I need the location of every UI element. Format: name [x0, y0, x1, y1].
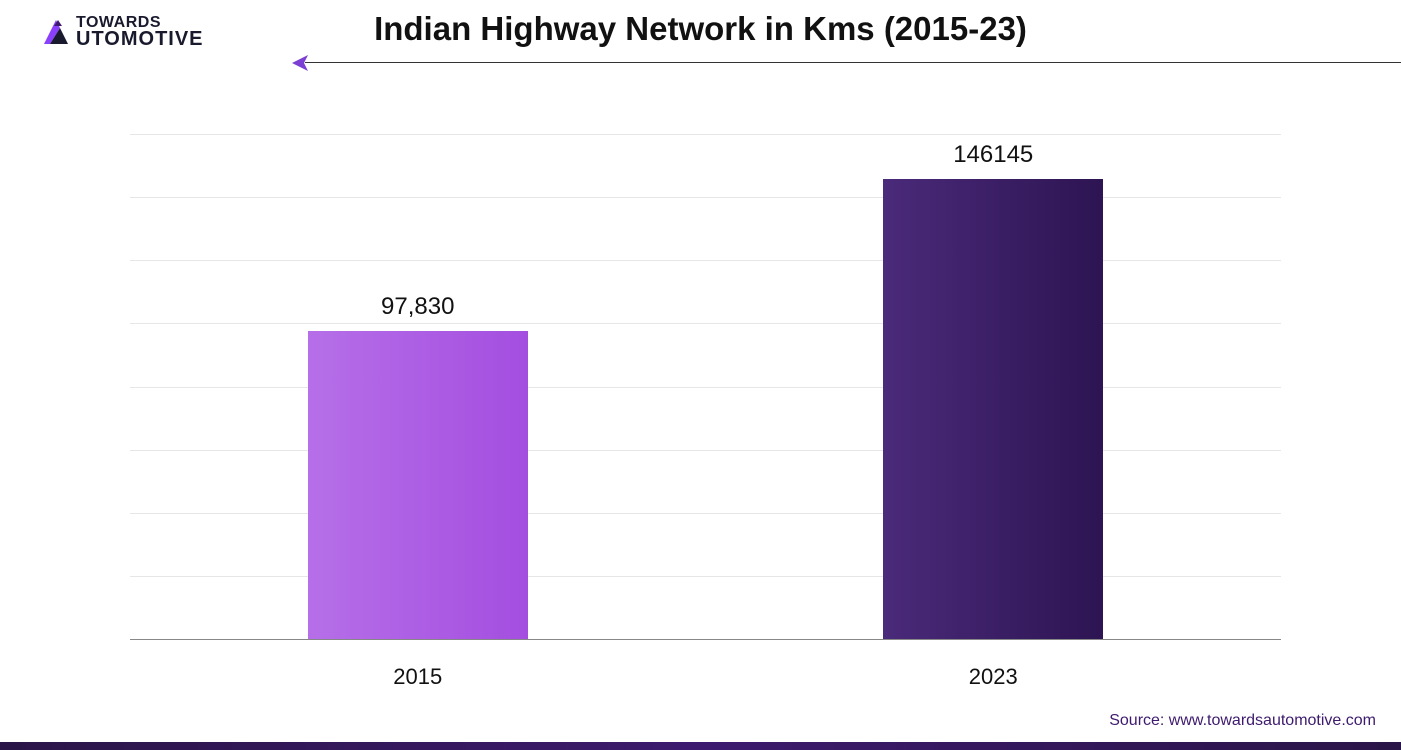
x-axis-baseline — [130, 639, 1281, 640]
bar — [308, 331, 528, 640]
x-axis-label: 2023 — [763, 664, 1223, 690]
title-underline — [305, 62, 1401, 63]
bar-group: 146145 — [763, 135, 1223, 640]
x-axis-labels: 2015 2023 — [130, 664, 1281, 690]
bar-group: 97,830 — [188, 135, 648, 640]
header: TOWARDS UTOMOTIVE Indian Highway Network… — [0, 0, 1401, 70]
arrow-left-icon — [292, 55, 312, 76]
bars-container: 97,830 146145 — [130, 135, 1281, 640]
bar-value-label: 146145 — [763, 141, 1223, 169]
bar-value-label: 97,830 — [188, 293, 648, 321]
source-attribution: Source: www.towardsautomotive.com — [1109, 712, 1376, 730]
x-axis-label: 2015 — [188, 664, 648, 690]
footer-accent-bar — [0, 742, 1401, 750]
chart-title: Indian Highway Network in Kms (2015-23) — [0, 10, 1401, 48]
bar — [883, 179, 1103, 640]
chart-plot-area: 97,830 146145 — [130, 135, 1281, 640]
